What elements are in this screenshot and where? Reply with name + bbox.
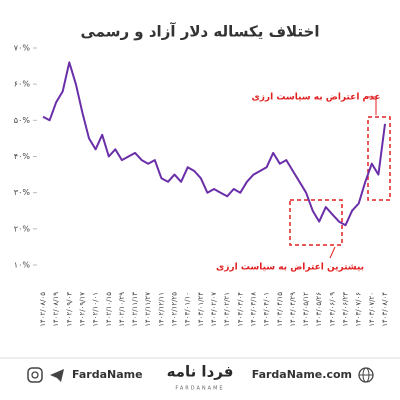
annotation: عدم اعتراض به سیاست ارزی (252, 93, 381, 103)
x-tick-label: ۱۴۰۳/۰۳/۱۸ (249, 292, 257, 327)
x-tick-label: ۱۴۰۲/۱۰/۱۵ (105, 292, 113, 327)
x-tick-label: ۱۴۰۲/۱۱/۲۷ (144, 292, 152, 327)
globe-icon (358, 367, 374, 383)
annotation-arrow (368, 96, 377, 115)
x-tick-label: ۱۴۰۲/۱۰/۲۹ (118, 292, 126, 327)
x-tick-label: ۱۴۰۳/۰۴/۰۱ (263, 292, 271, 327)
x-tick-label: ۱۴۰۳/۰۴/۲۹ (289, 292, 297, 327)
x-tick-label: ۱۴۰۳/۰۵/۲۶ (315, 292, 323, 327)
x-tick-label: ۱۴۰۳/۰۳/۰۴ (236, 292, 244, 327)
x-tick-label: ۱۴۰۳/۰۲/۰۷ (210, 292, 218, 327)
x-tick-label: ۱۴۰۳/۰۱/۲۴ (197, 292, 205, 327)
chart-title: اختلاف یکساله دلار آزاد و رسمی (80, 23, 319, 41)
x-tick-label: ۱۴۰۳/۰۴/۱۵ (276, 292, 284, 327)
x-tick-label: ۱۴۰۲/۰۹/۱۷ (78, 292, 86, 327)
y-tick-label: ۳۰% (14, 188, 31, 197)
x-tick-label: ۱۴۰۲/۱۰/۰۱ (92, 292, 100, 327)
annotation: بیشترین اعتراض به سیاست ارزی (216, 263, 364, 273)
telegram-icon (50, 369, 64, 382)
x-tick-label: ۱۴۰۳/۰۷/۲۰ (368, 292, 376, 327)
footer-website: FardaName.com (252, 368, 352, 381)
instagram-icon (27, 367, 43, 383)
annotation-arrow (329, 246, 336, 259)
x-tick-label: ۱۴۰۲/۱۲/۱۱ (157, 292, 165, 327)
y-tick-label: ۴۰% (14, 152, 31, 161)
logo: فردا نامه (167, 363, 234, 381)
x-tick-label: ۱۴۰۲/۰۹/۰۳ (65, 292, 73, 327)
x-tick-label: ۱۴۰۲/۰۸/۱۹ (52, 292, 60, 327)
y-tick-label: ۱۰% (14, 261, 31, 270)
y-tick-label: ۲۰% (14, 224, 31, 233)
annotation-box (367, 116, 391, 201)
x-tick-label: ۱۴۰۳/۰۷/۰۶ (355, 292, 363, 327)
x-tick-label: ۱۴۰۲/۰۸/۰۵ (39, 292, 47, 327)
annotation-box (289, 199, 343, 246)
x-tick-label: ۱۴۰۳/۰۶/۲۳ (342, 292, 350, 327)
footer-handle: FardaName (72, 368, 143, 381)
x-tick-label: ۱۴۰۳/۰۸/۰۴ (381, 292, 389, 327)
x-tick-label: ۱۴۰۳/۰۶/۰۹ (328, 292, 336, 327)
social-icons (27, 367, 64, 383)
x-tick-label: ۱۴۰۳/۰۱/۱۰ (184, 292, 192, 327)
x-tick-label: ۱۴۰۲/۱۲/۲۵ (171, 292, 179, 327)
y-tick-label: ۵۰% (14, 116, 31, 125)
x-tick-label: ۱۴۰۳/۰۵/۱۲ (302, 292, 310, 327)
instagram-lens (31, 371, 39, 379)
y-tick-label: ۶۰% (14, 80, 31, 89)
y-tick-label: ۷۰% (14, 43, 31, 52)
logo-subtitle: FARDANAME (175, 386, 224, 392)
x-tick-label: ۱۴۰۲/۱۱/۱۳ (131, 292, 139, 327)
x-tick-label: ۱۴۰۳/۰۲/۲۱ (223, 292, 231, 327)
line (42, 61, 386, 227)
